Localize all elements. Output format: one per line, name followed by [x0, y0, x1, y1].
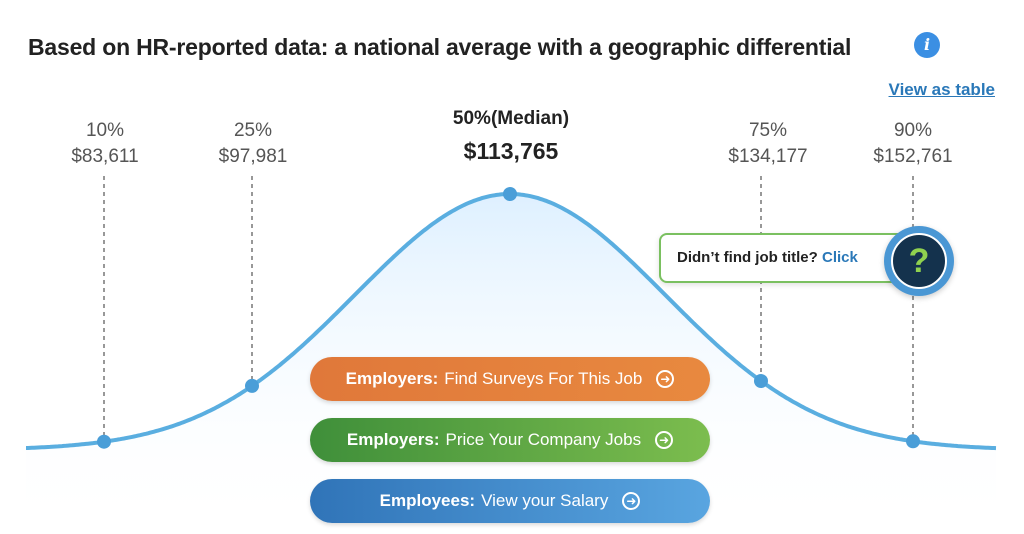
percentile-25: 25% $97,981: [173, 118, 333, 170]
percentile-label: 90%: [893, 120, 933, 141]
percentile-value: $134,177: [728, 146, 808, 167]
percentile-label: 50%(Median): [452, 108, 570, 129]
find-surveys-button[interactable]: Employers: Find Surveys For This Job ➜: [310, 357, 710, 401]
view-salary-button[interactable]: Employees: View your Salary ➜: [310, 479, 710, 523]
question-icon[interactable]: ?: [884, 226, 954, 296]
percentile-50: 50%(Median) $113,765: [431, 106, 591, 164]
percentile-marker: [97, 434, 111, 449]
percentile-label: 10%: [85, 120, 125, 141]
cta-bold-label: Employers:: [346, 430, 440, 449]
price-company-jobs-button[interactable]: Employers: Price Your Company Jobs ➜: [310, 418, 710, 462]
percentile-marker: [906, 434, 920, 449]
percentile-value: $152,761: [873, 146, 953, 167]
cta-label: Find Surveys For This Job: [444, 369, 643, 388]
info-icon[interactable]: i: [914, 32, 940, 58]
help-text: Didn’t find job title? Click: [677, 249, 858, 266]
percentile-value: $97,981: [218, 146, 288, 167]
percentile-90: 90% $152,761: [833, 118, 993, 170]
job-title-help-box[interactable]: Didn’t find job title? Click: [659, 233, 925, 283]
view-as-table-link[interactable]: View as table: [888, 80, 995, 99]
percentile-value: $113,765: [463, 138, 559, 164]
cta-bold-label: Employees:: [379, 491, 476, 510]
percentile-marker: [503, 187, 517, 201]
arrow-right-circle-icon: ➜: [656, 370, 675, 388]
help-click-link[interactable]: Click: [821, 249, 858, 266]
percentile-value: $83,611: [71, 146, 139, 167]
percentile-10: 10% $83,611: [25, 118, 185, 170]
arrow-right-circle-icon: ➜: [622, 492, 641, 510]
percentile-75: 75% $134,177: [688, 118, 848, 170]
cta-label: View your Salary: [481, 491, 609, 510]
question-icon-glyph: ?: [891, 233, 947, 289]
cta-bold-label: Employers:: [345, 369, 439, 388]
percentile-label: 25%: [233, 120, 273, 141]
percentile-label: 75%: [748, 120, 788, 141]
arrow-right-circle-icon: ➜: [655, 431, 674, 449]
percentile-marker: [245, 378, 259, 393]
help-question: Didn’t find job title?: [677, 249, 818, 266]
page-title: Based on HR-reported data: a national av…: [28, 34, 852, 60]
cta-label: Price Your Company Jobs: [445, 430, 642, 449]
percentile-marker: [754, 374, 768, 388]
